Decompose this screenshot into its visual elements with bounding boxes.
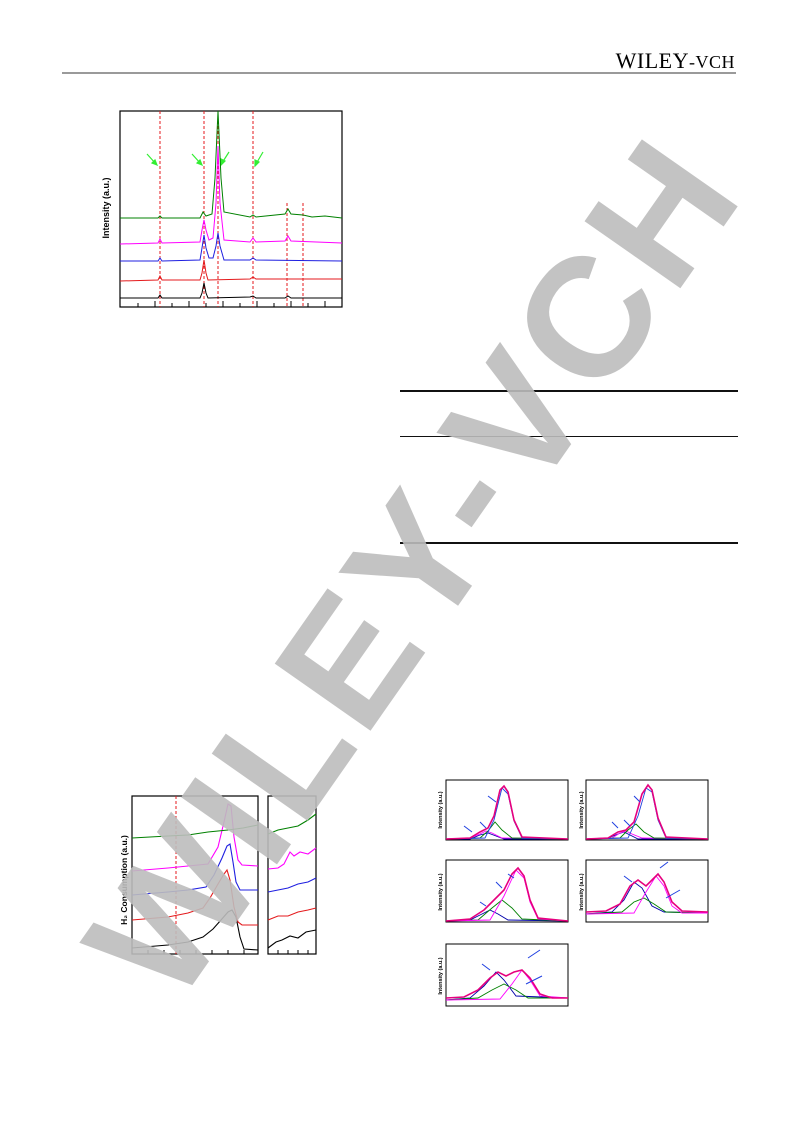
xrd-pattern-4 — [119, 145, 343, 245]
xps-panel-1: Intensity (a.u.) — [438, 779, 569, 841]
xps-panel-2: Intensity (a.u.) — [579, 779, 709, 841]
h2tpr-figure: H₂ Consumption (a.u.) — [119, 795, 317, 955]
xrd-reference-lines — [159, 111, 304, 307]
table-header-rule — [400, 436, 738, 438]
xrd-ticks — [137, 301, 326, 307]
xps-panel-2-ylabel: Intensity (a.u.) — [579, 791, 585, 828]
publisher-suffix: -VCH — [689, 52, 735, 72]
h2tpr-ylabel: H₂ Consumption (a.u.) — [119, 835, 129, 925]
xrd-figure: Intensity (a.u.) — [101, 110, 343, 308]
h2tpr-inset-5 — [267, 813, 317, 835]
xps-panel-3: Intensity (a.u.) — [438, 859, 569, 923]
h2tpr-profile-5 — [131, 824, 259, 839]
xrd-arrows — [146, 151, 264, 168]
xps-panel-5: Intensity (a.u.) — [438, 943, 569, 1007]
xrd-patterns — [119, 110, 343, 299]
xps-panel-5-ylabel: Intensity (a.u.) — [438, 957, 444, 994]
xrd-ylabel: Intensity (a.u.) — [101, 177, 111, 238]
h2tpr-inset-3 — [267, 877, 317, 893]
h2tpr-profile-1 — [131, 909, 259, 951]
xrd-pattern-2 — [119, 259, 342, 282]
xps-panel-4: Intensity (a.u.) — [579, 859, 709, 923]
h2tpr-profile-4 — [131, 803, 259, 872]
header-rule — [62, 72, 736, 74]
h2tpr-ticks — [147, 950, 309, 954]
table-top-rule — [400, 390, 738, 392]
xrd-frame — [119, 110, 343, 308]
table-bottom-rule — [400, 542, 738, 544]
xrd-pattern-3 — [120, 232, 343, 262]
publisher-name: Wiley — [615, 48, 689, 73]
publisher-logo: Wiley-VCH — [616, 48, 735, 74]
h2tpr-frame-inset — [267, 795, 317, 955]
xps-panel-3-ylabel: Intensity (a.u.) — [438, 873, 444, 910]
xps-panel-1-ylabel: Intensity (a.u.) — [438, 791, 444, 828]
h2tpr-inset-2 — [267, 907, 317, 921]
xrd-pattern-1 — [120, 282, 342, 299]
h2tpr-frame-main — [131, 795, 259, 955]
xps-panel-4-ylabel: Intensity (a.u.) — [579, 873, 585, 910]
h2tpr-profile-3 — [131, 843, 258, 896]
h2tpr-profile-2 — [131, 868, 258, 926]
h2tpr-inset-4 — [267, 847, 317, 870]
xrd-pattern-5 — [120, 110, 343, 219]
h2tpr-profiles — [131, 803, 317, 951]
h2tpr-inset-1 — [267, 929, 317, 949]
